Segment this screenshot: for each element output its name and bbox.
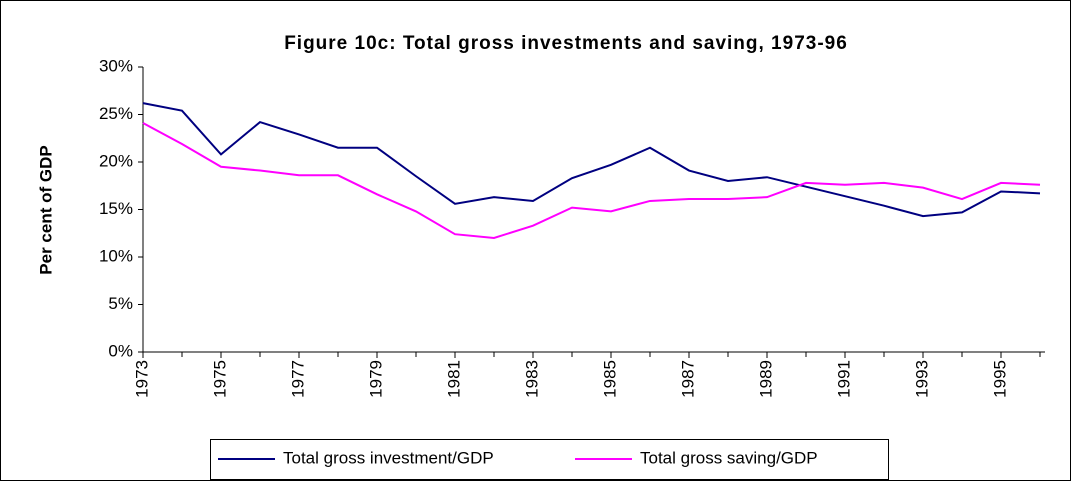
y-tick-label: 10%	[99, 246, 133, 265]
x-tick-label: 1981	[444, 360, 463, 398]
chart-title: Figure 10c: Total gross investments and …	[284, 33, 848, 54]
x-tick-label: 1993	[912, 360, 931, 398]
x-tick-label: 1995	[990, 360, 1009, 398]
y-tick-label: 30%	[99, 56, 133, 75]
legend-label: Total gross investment/GDP	[283, 448, 494, 467]
series-line	[142, 102, 1041, 218]
x-tick-label: 1983	[522, 360, 541, 398]
legend-label: Total gross saving/GDP	[640, 448, 818, 467]
x-tick-label: 1991	[834, 360, 853, 398]
legend-box	[210, 439, 889, 480]
y-tick-label: 15%	[99, 199, 133, 218]
y-tick-label: 5%	[108, 294, 133, 313]
x-tick-label: 1973	[132, 360, 151, 398]
y-tick-label: 20%	[99, 151, 133, 170]
y-tick-label: 0%	[108, 341, 133, 360]
y-axis-label: Per cent of GDP	[36, 145, 55, 274]
x-tick-label: 1975	[210, 360, 229, 398]
x-tick-label: 1977	[288, 360, 307, 398]
x-tick-label: 1979	[366, 360, 385, 398]
y-tick-label: 25%	[99, 104, 133, 123]
x-tick-label: 1985	[600, 360, 619, 398]
x-tick-label: 1987	[678, 360, 697, 398]
x-tick-label: 1989	[756, 360, 775, 398]
series-line	[142, 122, 1041, 240]
